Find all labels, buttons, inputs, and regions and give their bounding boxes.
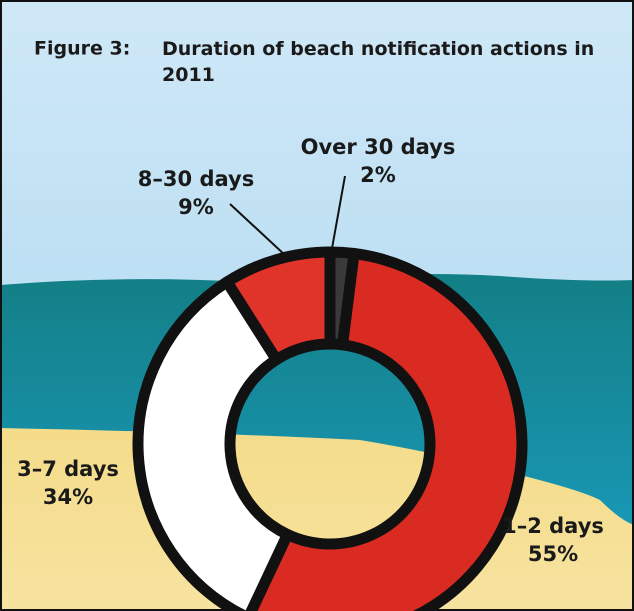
category-label: Over 30 days xyxy=(301,135,456,159)
leader-dot xyxy=(327,250,336,259)
value-label: 9% xyxy=(178,195,214,219)
category-label: 1–2 days xyxy=(502,514,604,538)
value-label: 34% xyxy=(43,485,93,509)
figure-label: Figure 3: xyxy=(34,38,130,60)
title-box: Duration of beach notification actions i… xyxy=(162,36,634,96)
page: {"chart_data": {"type": "pie", "donut": … xyxy=(0,0,634,611)
value-label: 2% xyxy=(360,163,396,187)
chart: Figure 3: Duration of beach notification… xyxy=(0,0,634,611)
value-label: 55% xyxy=(528,542,578,566)
leader-dot xyxy=(282,252,291,261)
category-label: 3–7 days xyxy=(17,457,119,481)
category-label: 8–30 days xyxy=(138,167,254,191)
chart-title: Duration of beach notification actions i… xyxy=(162,36,634,88)
